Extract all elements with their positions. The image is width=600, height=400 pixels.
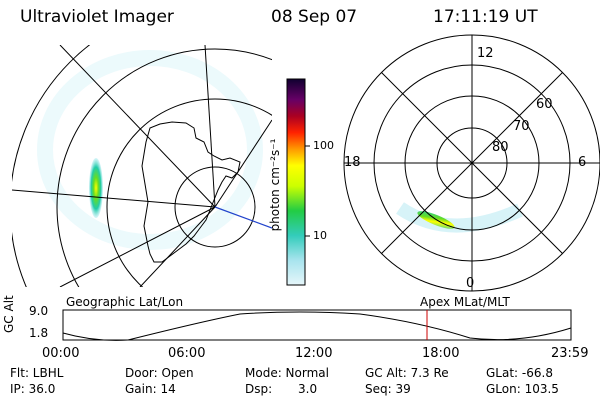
geographic-caption: Geographic Lat/Lon — [66, 295, 184, 309]
xtick-1800: 18:00 — [422, 346, 460, 361]
xtick-2359: 23:59 — [551, 346, 589, 361]
date-label: 08 Sep 07 — [271, 7, 358, 27]
time-label: 17:11:19 UT — [433, 7, 538, 27]
mlt-label-12: 12 — [477, 46, 494, 61]
meridian-lines — [12, 45, 272, 287]
coastline — [141, 121, 241, 263]
glat-info: GLat: -66.8 — [486, 366, 553, 380]
mlt-label-6: 6 — [578, 155, 587, 170]
seq-info: Seq: 39 — [365, 382, 411, 396]
ip-info: IP: 36.0 — [10, 382, 56, 396]
latitude-circles — [12, 45, 272, 287]
altitude-ylabel: GC Alt — [2, 295, 16, 333]
altitude-ytick-bottom: 1.8 — [29, 326, 49, 340]
mlt-label-0: 0 — [466, 276, 475, 291]
altitude-ytick-top: 9.0 — [29, 304, 49, 318]
dsp-value: 3.0 — [298, 382, 318, 396]
aurora-emission-map — [37, 50, 263, 250]
mode-info: Mode: Normal — [245, 366, 329, 380]
colorbar-tick-10: 10 — [313, 229, 327, 242]
gain-info: Gain: 14 — [125, 382, 176, 396]
satellite-track — [214, 206, 272, 229]
aurora-bright-spot — [89, 158, 103, 218]
aurora-oval-polar — [396, 202, 523, 233]
dsp-label: Dsp: — [245, 382, 273, 396]
gc-alt-info: GC Alt: 7.3 Re — [365, 366, 449, 380]
xtick-0000: 00:00 — [42, 346, 80, 361]
apex-caption: Apex MLat/MLT — [420, 295, 510, 309]
lat-label-80: 80 — [492, 140, 509, 155]
lat-label-60: 60 — [536, 97, 553, 112]
colorbar-tick-100: 100 — [313, 139, 334, 152]
altitude-curve — [62, 311, 572, 341]
xtick-1200: 12:00 — [295, 346, 333, 361]
xtick-0600: 06:00 — [168, 346, 206, 361]
lat-label-70: 70 — [513, 119, 530, 134]
door-info: Door: Open — [125, 366, 194, 380]
mlt-label-18: 18 — [344, 155, 361, 170]
filter-info: Flt: LBHL — [10, 366, 64, 380]
glon-info: GLon: 103.5 — [486, 382, 559, 396]
instrument-title: Ultraviolet Imager — [20, 7, 174, 27]
